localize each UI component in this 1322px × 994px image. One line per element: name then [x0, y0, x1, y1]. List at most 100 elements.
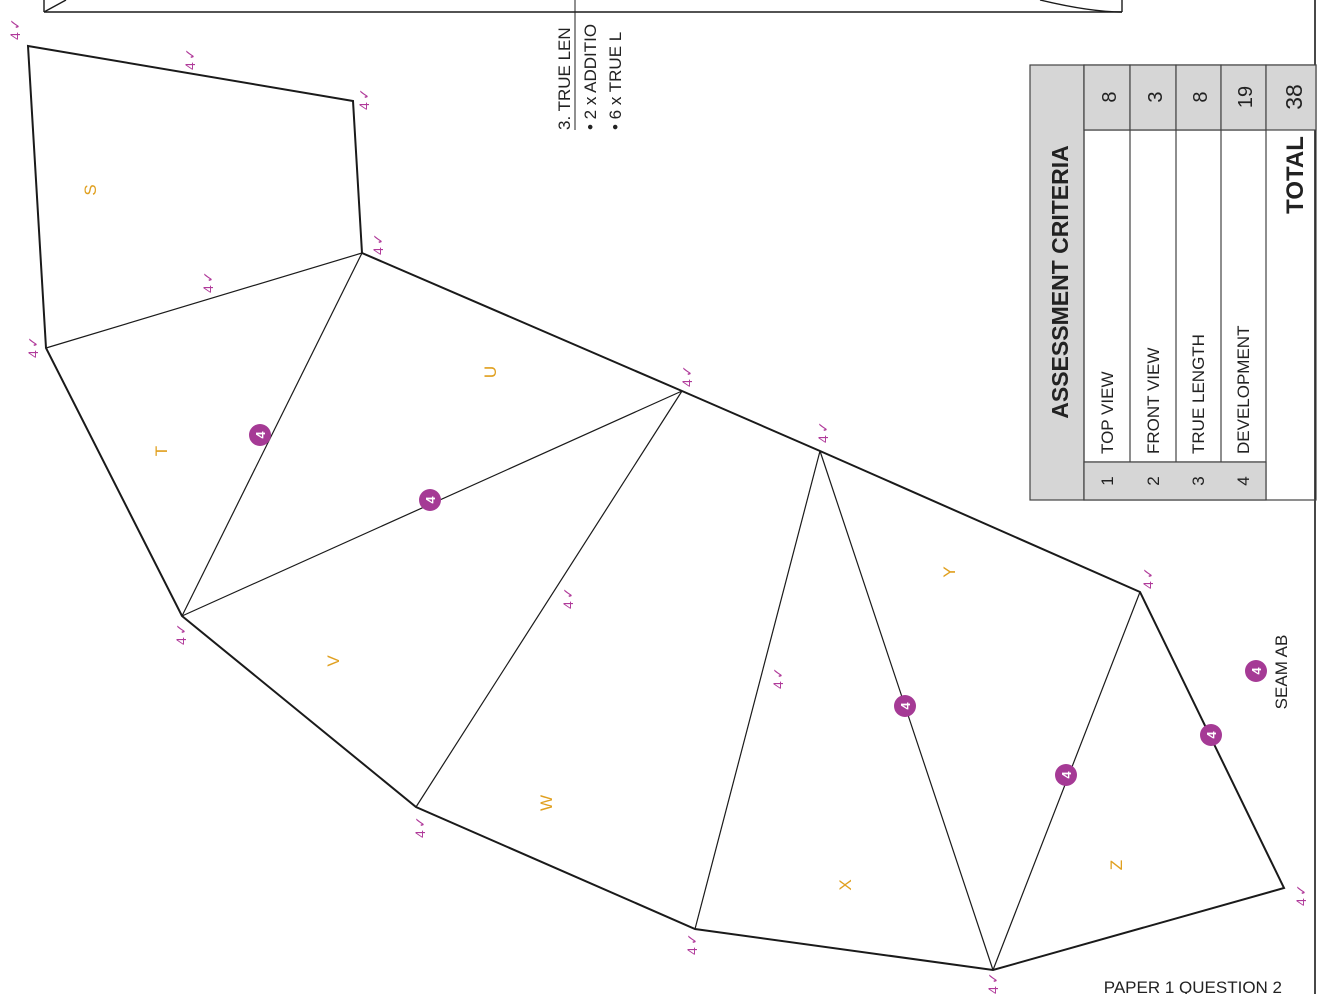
badge-value: 4	[1204, 731, 1219, 739]
check-icon: ✓	[182, 48, 198, 60]
table-title-cell	[1029, 64, 1085, 501]
tick-value: 4	[412, 830, 428, 838]
face-label-w: W	[537, 795, 556, 811]
face-label-t: T	[152, 446, 171, 456]
check-icon: ✓	[412, 816, 428, 828]
tick-value: 4	[182, 62, 198, 70]
row-marks: 3	[1145, 91, 1167, 102]
tick-mark: 4✓	[679, 365, 695, 387]
check-icon: ✓	[1140, 567, 1156, 579]
tick-value: 4	[684, 947, 700, 955]
tick-mark: 4✓	[370, 233, 386, 255]
face-label-x: X	[836, 879, 855, 890]
tick-value: 4	[1293, 898, 1309, 906]
total-label: TOTAL	[1282, 136, 1309, 214]
row-marks: 19	[1235, 86, 1257, 108]
tick-marks: 4✓ 4✓ 4✓ 4✓ 4✓ 4✓ 4✓ 4✓ 4✓ 4✓ 4✓ 4✓ 4✓ 4…	[7, 18, 1309, 994]
check-icon: ✓	[679, 365, 695, 377]
total-value: 38	[1281, 84, 1307, 110]
mark-badge: 4	[419, 489, 441, 511]
footer-label: PAPER 1 QUESTION 2	[1104, 978, 1282, 994]
badge-value: 4	[1059, 771, 1074, 779]
check-icon: ✓	[985, 972, 1001, 984]
net-outline	[26, 44, 1286, 972]
tick-value: 4	[25, 350, 41, 358]
check-icon: ✓	[770, 667, 786, 679]
table-rows: 1 TOP VIEW 8 2 FRONT VIEW 3 3 TRUE LENGT…	[1098, 84, 1309, 486]
check-icon: ✓	[560, 587, 576, 599]
row-label: TRUE LENGTH	[1189, 334, 1208, 454]
tick-mark: 4✓	[1293, 884, 1309, 906]
top-view-fragment	[43, 0, 1123, 13]
notes-block: 3. TRUE LEN • 2 x ADDITIO • 6 x TRUE L	[555, 0, 625, 130]
check-icon: ✓	[200, 271, 216, 283]
tick-value: 4	[815, 435, 831, 443]
check-icon: ✓	[815, 421, 831, 433]
tick-value: 4	[679, 379, 695, 387]
fold-lines	[45, 252, 1141, 971]
tick-value: 4	[200, 285, 216, 293]
mark-badge: 4	[249, 424, 271, 446]
face-label-u: U	[481, 366, 500, 378]
face-label-s: S	[81, 184, 100, 195]
row-label: TOP VIEW	[1098, 371, 1117, 454]
check-icon: ✓	[7, 18, 23, 30]
table-title: ASSESSMENT CRITERIA	[1047, 145, 1073, 418]
check-icon: ✓	[370, 233, 386, 245]
tick-mark: 4✓	[7, 18, 23, 40]
face-label-v: V	[324, 655, 343, 667]
row-number: 4	[1234, 476, 1253, 485]
tick-value: 4	[7, 32, 23, 40]
note-line-2: • 2 x ADDITIO	[581, 24, 600, 130]
tick-value: 4	[370, 247, 386, 255]
check-icon: ✓	[25, 336, 41, 348]
tick-mark: 4✓	[25, 336, 41, 358]
face-label-y: Y	[940, 566, 959, 577]
tick-mark: 4✓	[770, 667, 786, 689]
row-marks: 8	[1099, 91, 1121, 102]
mark-badge: 4	[1245, 660, 1267, 682]
badge-value: 4	[1249, 667, 1264, 675]
seam-label: SEAM AB	[1272, 635, 1291, 710]
badge-value: 4	[253, 431, 268, 439]
check-icon: ✓	[1293, 884, 1309, 896]
note-line-3: • 6 x TRUE L	[606, 32, 625, 130]
tick-mark: 4✓	[815, 421, 831, 443]
mark-badge: 4	[894, 695, 916, 717]
tick-mark: 4✓	[560, 587, 576, 609]
tick-mark: 4✓	[412, 816, 428, 838]
row-number: 2	[1144, 476, 1163, 485]
check-icon: ✓	[684, 933, 700, 945]
face-label-z: Z	[1107, 860, 1126, 870]
badge-value: 4	[423, 496, 438, 504]
row-marks: 8	[1190, 91, 1212, 102]
row-number: 3	[1189, 476, 1208, 485]
tick-value: 4	[560, 601, 576, 609]
tick-mark: 4✓	[1140, 567, 1156, 589]
mark-badges: 4 4 4 4 4 4	[249, 424, 1267, 786]
tick-mark: 4✓	[356, 88, 372, 110]
tick-mark: 4✓	[200, 271, 216, 293]
row-number: 1	[1098, 476, 1117, 485]
assessment-table: ASSESSMENT CRITERIA 1 TOP VIEW 8 2 FRONT…	[1029, 64, 1317, 501]
row-label: DEVELOPMENT	[1234, 326, 1253, 454]
tick-mark: 4✓	[684, 933, 700, 955]
check-icon: ✓	[356, 88, 372, 100]
tick-mark: 4✓	[182, 48, 198, 70]
row-label: FRONT VIEW	[1144, 348, 1163, 454]
tick-value: 4	[356, 102, 372, 110]
mark-badge: 4	[1200, 724, 1222, 746]
development-net	[26, 44, 1286, 972]
note-line-1: 3. TRUE LEN	[555, 27, 574, 130]
check-icon: ✓	[173, 623, 189, 635]
tick-mark: 4✓	[173, 623, 189, 645]
tick-mark: 4✓	[985, 972, 1001, 994]
tick-value: 4	[173, 637, 189, 645]
mark-badge: 4	[1055, 764, 1077, 786]
tick-value: 4	[1140, 581, 1156, 589]
badge-value: 4	[898, 702, 913, 710]
tick-value: 4	[985, 986, 1001, 994]
face-labels: S T U V W X Y Z	[81, 184, 1126, 890]
